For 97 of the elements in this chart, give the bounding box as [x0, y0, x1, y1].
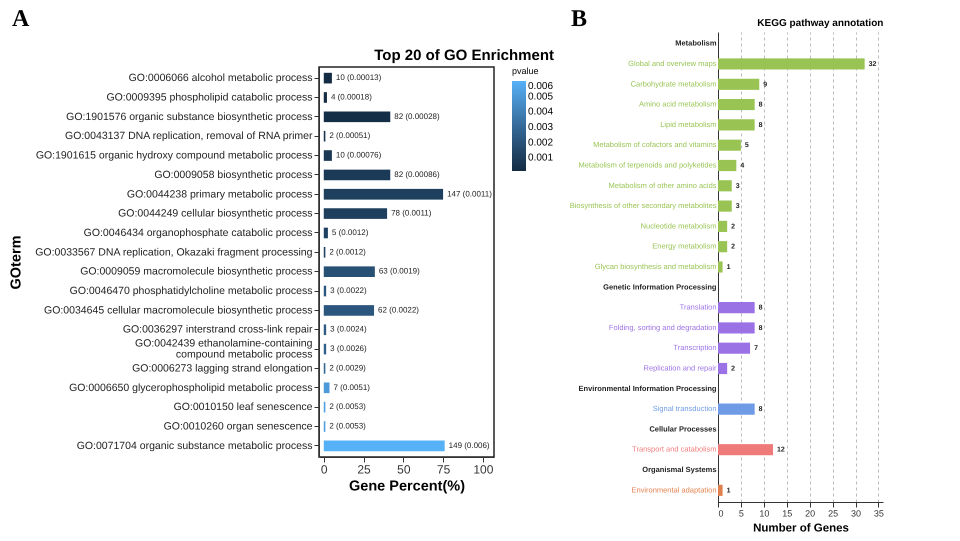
y-tick-label: GO:0006273 lagging strand elongation [132, 362, 313, 374]
x-tick-label: 10 [759, 508, 770, 518]
annotation: 82 (0.00086) [394, 170, 440, 179]
y-tick-label: GO:1901576 organic substance biosynthetic process [66, 110, 312, 123]
y-tick-label: GO:1901615 organic hydroxy compound metabolic process [36, 150, 312, 162]
bar [324, 112, 390, 122]
bar [324, 305, 374, 316]
y-tick-label: GO:0071704 organic substance metabolic process [76, 440, 312, 452]
y-tick-label: GO:0006650 glycerophospholipid metabolic process [69, 382, 312, 394]
annotation: 3 (0.0024) [330, 324, 367, 334]
bar [718, 99, 755, 110]
bar [718, 404, 755, 415]
annotation: 82 (0.00028) [394, 112, 440, 121]
bar [324, 170, 390, 180]
annotation: 4 (0.00018) [330, 92, 372, 102]
annotation: 149 (0.006) [448, 440, 490, 450]
annotation: 2 (0.0053) [329, 422, 366, 431]
y-tick-label: GO:0009395 phospholipid catabolic process [106, 91, 312, 104]
bar [718, 200, 732, 212]
y-tick-label: GO:0034645 cellular macromolecule biosynthetic process [44, 304, 312, 316]
bar [718, 78, 760, 90]
annotation: 10 (0.00076) [336, 150, 382, 160]
chart-title: KEGG pathway annotation [757, 18, 884, 29]
x-tick-label: 5 [738, 508, 744, 518]
annotation: 3 (0.0022) [330, 286, 367, 296]
y-tick-label: GO:0006066 alcohol metabolic process [128, 72, 312, 84]
color-bar-label: 0.006 [528, 81, 554, 92]
bar [718, 160, 736, 172]
y-tick-label: GO:0044238 primary metabolic process [126, 188, 312, 200]
bar [718, 119, 755, 130]
x-axis-title: Number of Genes [753, 522, 849, 534]
bar [324, 228, 328, 238]
x-tick-label: 75 [436, 462, 451, 476]
color-bar-label: 0.001 [528, 152, 554, 164]
annotation: 5 (0.0012) [332, 228, 369, 237]
text: A [12, 6, 30, 32]
chart-title: Top 20 of GO Enrichment [374, 47, 554, 64]
x-tick-label: 30 [850, 508, 862, 518]
bar [718, 322, 755, 334]
y-tick-label: GO:0009059 macromolecule biosynthetic process [80, 266, 312, 278]
y-tick-label: GO:0033567 DNA replication, Okazaki fragment processing [35, 246, 313, 258]
bar [718, 220, 728, 232]
bar [718, 342, 750, 354]
bar [324, 266, 375, 277]
annotation: 2 (0.0053) [329, 402, 366, 412]
color-bar-title: pvalue [512, 66, 539, 76]
bar [324, 440, 445, 452]
annotation: 2 (0.0029) [329, 363, 366, 372]
color-bar-label: 0.004 [528, 106, 554, 118]
annotation: 63 (0.0019) [378, 266, 420, 276]
annotation: 2 (0.00051) [329, 131, 371, 140]
y-tick-label: GO:0042439 ethanolamine-containing compound metabolic process [135, 338, 313, 361]
y-tick-label: GO:0010150 leaf senescence [174, 401, 313, 414]
color-bar-label: 0.002 [528, 137, 554, 148]
annotation: 147 (0.0011) [447, 189, 492, 198]
y-tick-label: GO:0010260 organ senescence [164, 420, 313, 433]
color-bar-label: 0.003 [528, 122, 554, 133]
x-tick-label: 50 [397, 462, 411, 476]
x-axis-title: Gene Percent(%) [348, 478, 466, 494]
x-tick-label: 0 [320, 462, 328, 476]
bar [718, 444, 773, 456]
bar [324, 92, 327, 103]
annotation: 62 (0.0022) [378, 305, 420, 314]
x-tick-label: 25 [828, 508, 838, 518]
y-tick-label: GO:0044249 cellular biosynthetic process [118, 208, 312, 220]
bar [718, 362, 728, 374]
x-tick-label: 15 [782, 508, 792, 518]
x-tick-label: 35 [874, 508, 884, 518]
bar [718, 140, 741, 151]
bar [718, 180, 732, 192]
bar [718, 302, 755, 314]
x-tick-label: 0 [718, 508, 724, 518]
y-tick-label: GO:0043137 DNA replication, removal of RNA primer [65, 130, 313, 142]
bar [324, 72, 332, 84]
bar [718, 241, 728, 252]
x-tick-label: 25 [357, 462, 372, 476]
y-tick-label: GO:0036297 interstrand cross-link repair [122, 324, 314, 336]
annotation: 10 (0.00013) [336, 73, 382, 82]
bar [324, 150, 332, 161]
y-tick-label: GO:0009058 biosynthetic process [154, 168, 312, 181]
bar [718, 58, 865, 70]
color-bar-label: 0.005 [528, 91, 554, 102]
x-tick-label: 100 [473, 462, 494, 476]
annotation: 7 (0.0051) [334, 382, 370, 392]
bar [718, 484, 723, 496]
bar [324, 208, 388, 219]
y-tick-label: GO:0046470 phosphatidylcholine metabolic process [70, 285, 312, 298]
annotation: 78 (0.0011) [391, 208, 432, 218]
text: B [571, 6, 588, 32]
bar [324, 382, 330, 394]
y-axis-title: GOterm [8, 236, 25, 290]
bar [718, 261, 723, 273]
y-tick-label: GO:0046434 organophosphate catabolic process [84, 226, 312, 239]
x-tick-label: 20 [805, 508, 816, 518]
annotation: 2 (0.0012) [329, 247, 366, 256]
bar [324, 188, 444, 200]
annotation: 3 (0.0026) [330, 344, 367, 354]
